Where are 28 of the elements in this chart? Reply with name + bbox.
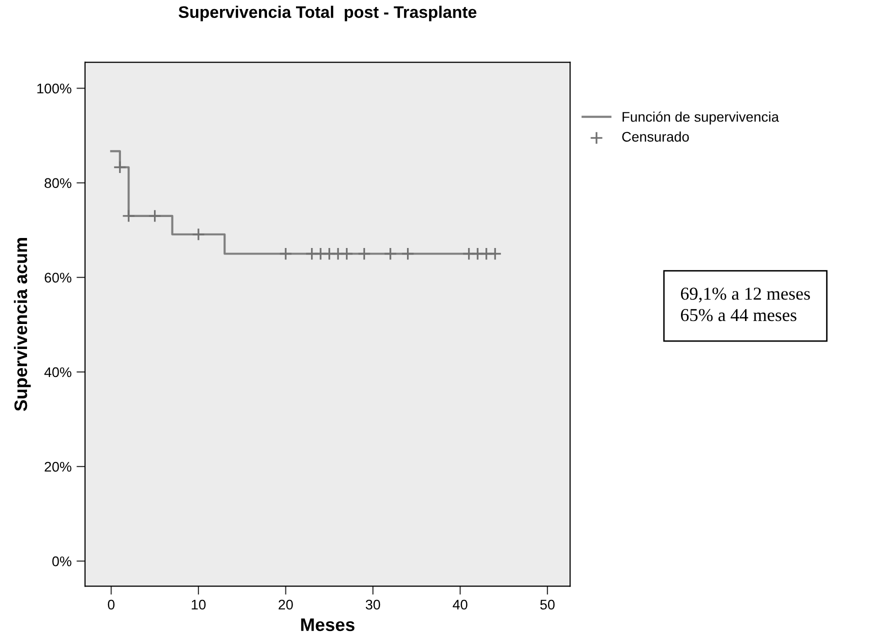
y-axis-title: Supervivencia acum bbox=[14, 238, 31, 411]
x-tick-label: 0 bbox=[108, 600, 115, 610]
text: 69,1% a 12 meses 65% a 44 meses bbox=[680, 288, 810, 322]
point bbox=[401, 247, 414, 260]
point bbox=[384, 247, 398, 260]
x-tick-label: 10 bbox=[192, 600, 206, 610]
point bbox=[122, 209, 136, 223]
point bbox=[340, 247, 354, 260]
x-axis-title: Meses bbox=[301, 618, 354, 632]
x-tick-label: 50 bbox=[540, 600, 555, 610]
chart-title: Supervivencia Total post - Trasplante bbox=[178, 6, 476, 22]
y-tick-label: 60% bbox=[44, 272, 72, 283]
y-tick-label: 20% bbox=[44, 462, 72, 472]
y-tick-label: 100% bbox=[37, 84, 72, 94]
x-tick-label: 40 bbox=[452, 600, 468, 610]
x-tick-label: 20 bbox=[278, 600, 293, 610]
legend-label: Censurado bbox=[622, 132, 689, 142]
point bbox=[113, 160, 127, 174]
point bbox=[358, 247, 371, 260]
point bbox=[148, 209, 162, 223]
y-tick-label: 80% bbox=[44, 178, 72, 188]
y-tick-label: 40% bbox=[44, 367, 72, 378]
legend-label: Función de supervivencia bbox=[622, 111, 779, 125]
point bbox=[192, 228, 206, 242]
point bbox=[279, 247, 292, 260]
x-tick-label: 30 bbox=[366, 600, 380, 610]
y-tick-label: 0% bbox=[52, 556, 72, 566]
point bbox=[488, 247, 502, 260]
